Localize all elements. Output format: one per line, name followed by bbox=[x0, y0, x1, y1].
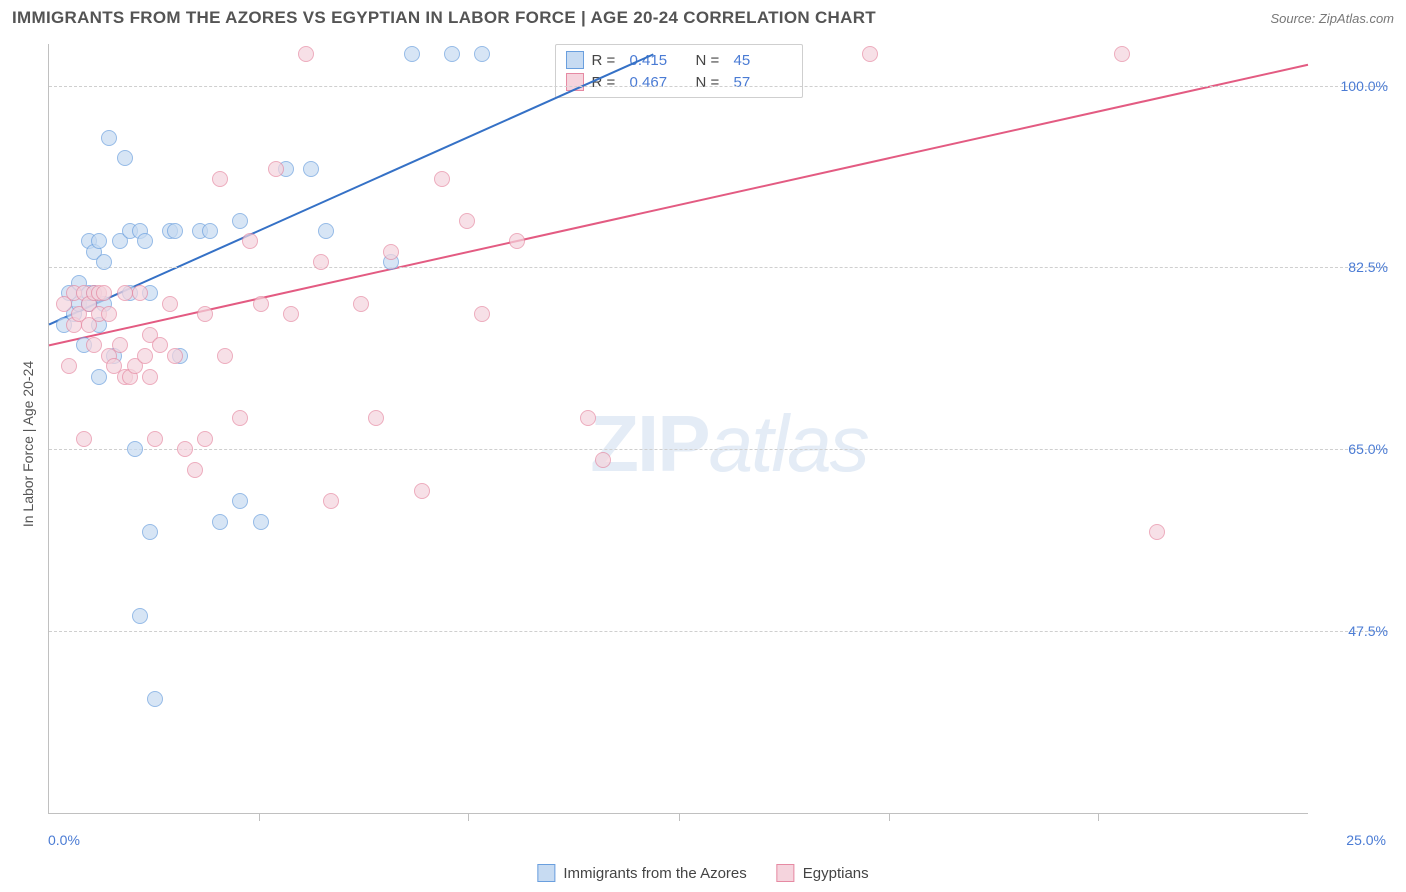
scatter-point-egyptians bbox=[177, 441, 193, 457]
scatter-point-azores bbox=[96, 254, 112, 270]
x-min-label: 0.0% bbox=[48, 832, 80, 848]
scatter-point-egyptians bbox=[595, 452, 611, 468]
scatter-point-egyptians bbox=[132, 285, 148, 301]
scatter-point-egyptians bbox=[152, 337, 168, 353]
x-tick bbox=[259, 813, 260, 821]
scatter-point-egyptians bbox=[323, 493, 339, 509]
x-tick bbox=[1098, 813, 1099, 821]
y-axis-title: In Labor Force | Age 20-24 bbox=[20, 361, 36, 527]
y-tick-label: 65.0% bbox=[1318, 441, 1388, 457]
scatter-point-azores bbox=[91, 369, 107, 385]
scatter-point-egyptians bbox=[509, 233, 525, 249]
scatter-point-azores bbox=[404, 46, 420, 62]
scatter-point-egyptians bbox=[253, 296, 269, 312]
y-tick-label: 100.0% bbox=[1318, 78, 1388, 94]
legend-item-egyptians: Egyptians bbox=[777, 864, 869, 882]
plot-area: ZIPatlas R = 0.415 N = 45 R = 0.467 N = … bbox=[48, 44, 1308, 814]
legend-label: Egyptians bbox=[803, 865, 869, 882]
scatter-point-azores bbox=[232, 213, 248, 229]
scatter-point-egyptians bbox=[197, 431, 213, 447]
scatter-point-egyptians bbox=[1114, 46, 1130, 62]
y-tick-label: 82.5% bbox=[1318, 259, 1388, 275]
scatter-point-azores bbox=[202, 223, 218, 239]
correlation-chart: In Labor Force | Age 20-24 ZIPatlas R = … bbox=[12, 44, 1398, 844]
scatter-point-azores bbox=[101, 130, 117, 146]
legend-square-egyptians bbox=[777, 864, 795, 882]
scatter-point-egyptians bbox=[862, 46, 878, 62]
scatter-point-egyptians bbox=[187, 462, 203, 478]
scatter-point-azores bbox=[137, 233, 153, 249]
scatter-point-egyptians bbox=[268, 161, 284, 177]
scatter-point-egyptians bbox=[242, 233, 258, 249]
scatter-point-egyptians bbox=[147, 431, 163, 447]
scatter-point-azores bbox=[303, 161, 319, 177]
scatter-point-egyptians bbox=[232, 410, 248, 426]
scatter-point-egyptians bbox=[298, 46, 314, 62]
scatter-point-egyptians bbox=[353, 296, 369, 312]
y-tick-label: 47.5% bbox=[1318, 623, 1388, 639]
scatter-point-azores bbox=[142, 524, 158, 540]
scatter-point-egyptians bbox=[212, 171, 228, 187]
scatter-point-egyptians bbox=[86, 337, 102, 353]
scatter-point-egyptians bbox=[383, 244, 399, 260]
scatter-point-azores bbox=[127, 441, 143, 457]
x-tick bbox=[468, 813, 469, 821]
scatter-point-azores bbox=[117, 150, 133, 166]
scatter-point-egyptians bbox=[101, 306, 117, 322]
gridline bbox=[49, 86, 1388, 87]
legend-item-azores: Immigrants from the Azores bbox=[537, 864, 746, 882]
gridline bbox=[49, 449, 1388, 450]
scatter-point-egyptians bbox=[368, 410, 384, 426]
x-max-label: 25.0% bbox=[1346, 832, 1386, 848]
scatter-point-azores bbox=[212, 514, 228, 530]
trend-line-azores bbox=[49, 54, 653, 324]
scatter-point-egyptians bbox=[217, 348, 233, 364]
trend-lines bbox=[49, 44, 1308, 813]
scatter-point-egyptians bbox=[142, 369, 158, 385]
scatter-point-azores bbox=[318, 223, 334, 239]
scatter-point-azores bbox=[147, 691, 163, 707]
scatter-point-azores bbox=[444, 46, 460, 62]
scatter-point-azores bbox=[167, 223, 183, 239]
scatter-point-azores bbox=[253, 514, 269, 530]
scatter-point-egyptians bbox=[474, 306, 490, 322]
page-title: IMMIGRANTS FROM THE AZORES VS EGYPTIAN I… bbox=[12, 8, 876, 28]
scatter-point-egyptians bbox=[137, 348, 153, 364]
scatter-point-egyptians bbox=[313, 254, 329, 270]
scatter-point-egyptians bbox=[283, 306, 299, 322]
scatter-point-egyptians bbox=[112, 337, 128, 353]
scatter-point-egyptians bbox=[167, 348, 183, 364]
trend-line-egyptians bbox=[49, 65, 1308, 346]
scatter-point-azores bbox=[232, 493, 248, 509]
scatter-point-azores bbox=[474, 46, 490, 62]
scatter-point-azores bbox=[132, 608, 148, 624]
legend-square-azores bbox=[537, 864, 555, 882]
scatter-point-egyptians bbox=[197, 306, 213, 322]
scatter-point-egyptians bbox=[1149, 524, 1165, 540]
scatter-point-egyptians bbox=[96, 285, 112, 301]
gridline bbox=[49, 267, 1388, 268]
scatter-point-egyptians bbox=[434, 171, 450, 187]
x-tick bbox=[679, 813, 680, 821]
scatter-point-egyptians bbox=[117, 285, 133, 301]
scatter-point-egyptians bbox=[61, 358, 77, 374]
series-legend: Immigrants from the Azores Egyptians bbox=[537, 864, 868, 882]
scatter-point-egyptians bbox=[76, 431, 92, 447]
scatter-point-egyptians bbox=[162, 296, 178, 312]
scatter-point-azores bbox=[91, 233, 107, 249]
x-tick bbox=[889, 813, 890, 821]
scatter-point-egyptians bbox=[459, 213, 475, 229]
source-label: Source: ZipAtlas.com bbox=[1270, 11, 1394, 26]
legend-label: Immigrants from the Azores bbox=[563, 865, 746, 882]
scatter-point-egyptians bbox=[414, 483, 430, 499]
scatter-point-egyptians bbox=[580, 410, 596, 426]
gridline bbox=[49, 631, 1388, 632]
